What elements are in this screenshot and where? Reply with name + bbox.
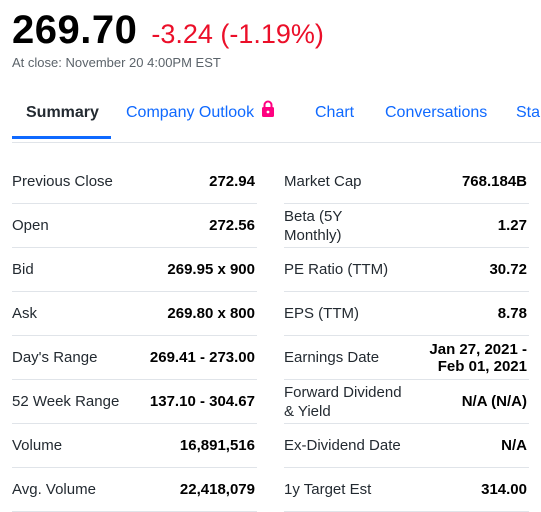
stat-label-1y-target: 1y Target Est [284, 481, 372, 498]
stat-label-eps: EPS (TTM) [284, 305, 359, 322]
table-row: Bid 269.95 x 900 [12, 248, 257, 292]
table-row: Volume 16,891,516 [12, 424, 257, 468]
stat-label-avg-volume: Avg. Volume [12, 481, 96, 498]
stat-value-52-week-range: 137.10 - 304.67 [149, 393, 255, 410]
stat-label-open: Open [12, 217, 49, 234]
stat-label-earnings-date: Earnings Date [284, 349, 380, 366]
stat-value-eps: 8.78 [497, 305, 527, 322]
tab-label: Chart [315, 104, 355, 121]
tab-label: Summary [26, 104, 99, 121]
table-row: Ex-Dividend Date N/A [284, 424, 529, 468]
table-row: Ask 269.80 x 800 [12, 292, 257, 336]
table-row: Avg. Volume 22,418,079 [12, 468, 257, 512]
stat-label-volume: Volume [12, 437, 63, 454]
stat-label-bid: Bid [12, 261, 34, 278]
current-price: 269.70 [12, 8, 138, 52]
summary-table-right: Market Cap 768.184B Beta (5Y Monthly) 1.… [284, 160, 529, 512]
stat-label-days-range: Day's Range [12, 349, 98, 366]
stat-value-ask: 269.80 x 800 [167, 305, 255, 322]
stat-value-volume: 16,891,516 [179, 437, 255, 454]
table-row: PE Ratio (TTM) 30.72 [284, 248, 529, 292]
table-row: Previous Close 272.94 [12, 160, 257, 204]
table-row: Open 272.56 [12, 204, 257, 248]
stat-value-open: 272.56 [209, 217, 255, 234]
stat-label-beta: Beta (5Y Monthly) [284, 207, 343, 244]
table-row: Day's Range 269.41 - 273.00 [12, 336, 257, 380]
tab-conversations[interactable]: Conversations [385, 96, 487, 138]
stat-value-bid: 269.95 x 900 [167, 261, 255, 278]
stat-label-pe-ratio: PE Ratio (TTM) [284, 261, 389, 278]
tab-divider [12, 142, 541, 143]
summary-table-left: Previous Close 272.94 Open 272.56 Bid 26… [12, 160, 257, 512]
market-close-note: At close: November 20 4:00PM EST [12, 55, 221, 70]
tab-statistics[interactable]: Sta [516, 96, 540, 138]
tab-chart[interactable]: Chart [315, 96, 354, 138]
quote-tabs: Summary Company Outlook Chart Conversati… [0, 96, 541, 142]
stat-label-ex-dividend-date: Ex-Dividend Date [284, 437, 401, 454]
lock-icon [260, 100, 276, 117]
tab-label: Sta [516, 104, 541, 121]
stat-value-avg-volume: 22,418,079 [179, 481, 255, 498]
stat-value-beta: 1.27 [497, 217, 527, 234]
tab-company-outlook[interactable]: Company Outlook [126, 96, 276, 138]
stat-label-market-cap: Market Cap [284, 173, 362, 190]
tab-summary[interactable]: Summary [26, 96, 99, 138]
price-row: 269.70 -3.24 (-1.19%) [12, 8, 324, 53]
stat-value-1y-target: 314.00 [481, 481, 527, 498]
stat-value-days-range: 269.41 - 273.00 [149, 349, 255, 366]
stat-value-previous-close: 272.94 [209, 173, 255, 190]
tab-label: Conversations [385, 104, 488, 121]
stat-value-forward-dividend: N/A (N/A) [461, 393, 527, 410]
table-row: Beta (5Y Monthly) 1.27 [284, 204, 529, 248]
stat-label-52-week-range: 52 Week Range [12, 393, 120, 410]
table-row: Earnings Date Jan 27, 2021 - Feb 01, 202… [284, 336, 529, 380]
table-row: Market Cap 768.184B [284, 160, 529, 204]
quote-header: 269.70 -3.24 (-1.19%) At close: November… [12, 8, 324, 70]
stat-value-market-cap: 768.184B [461, 173, 527, 190]
stat-value-ex-dividend-date: N/A [501, 437, 527, 454]
table-row: 52 Week Range 137.10 - 304.67 [12, 380, 257, 424]
tab-label: Company Outlook [126, 104, 255, 121]
table-row: EPS (TTM) 8.78 [284, 292, 529, 336]
stat-label-forward-dividend: Forward Dividend & Yield [284, 383, 402, 420]
stat-label-previous-close: Previous Close [12, 173, 113, 190]
active-tab-indicator [12, 136, 111, 139]
stat-label-ask: Ask [12, 305, 38, 322]
stat-value-earnings-date: Jan 27, 2021 - Feb 01, 2021 [429, 340, 527, 375]
table-row: Forward Dividend & Yield N/A (N/A) [284, 380, 529, 424]
stat-value-pe-ratio: 30.72 [489, 261, 527, 278]
table-row: 1y Target Est 314.00 [284, 468, 529, 512]
price-change: -3.24 (-1.19%) [151, 19, 324, 49]
